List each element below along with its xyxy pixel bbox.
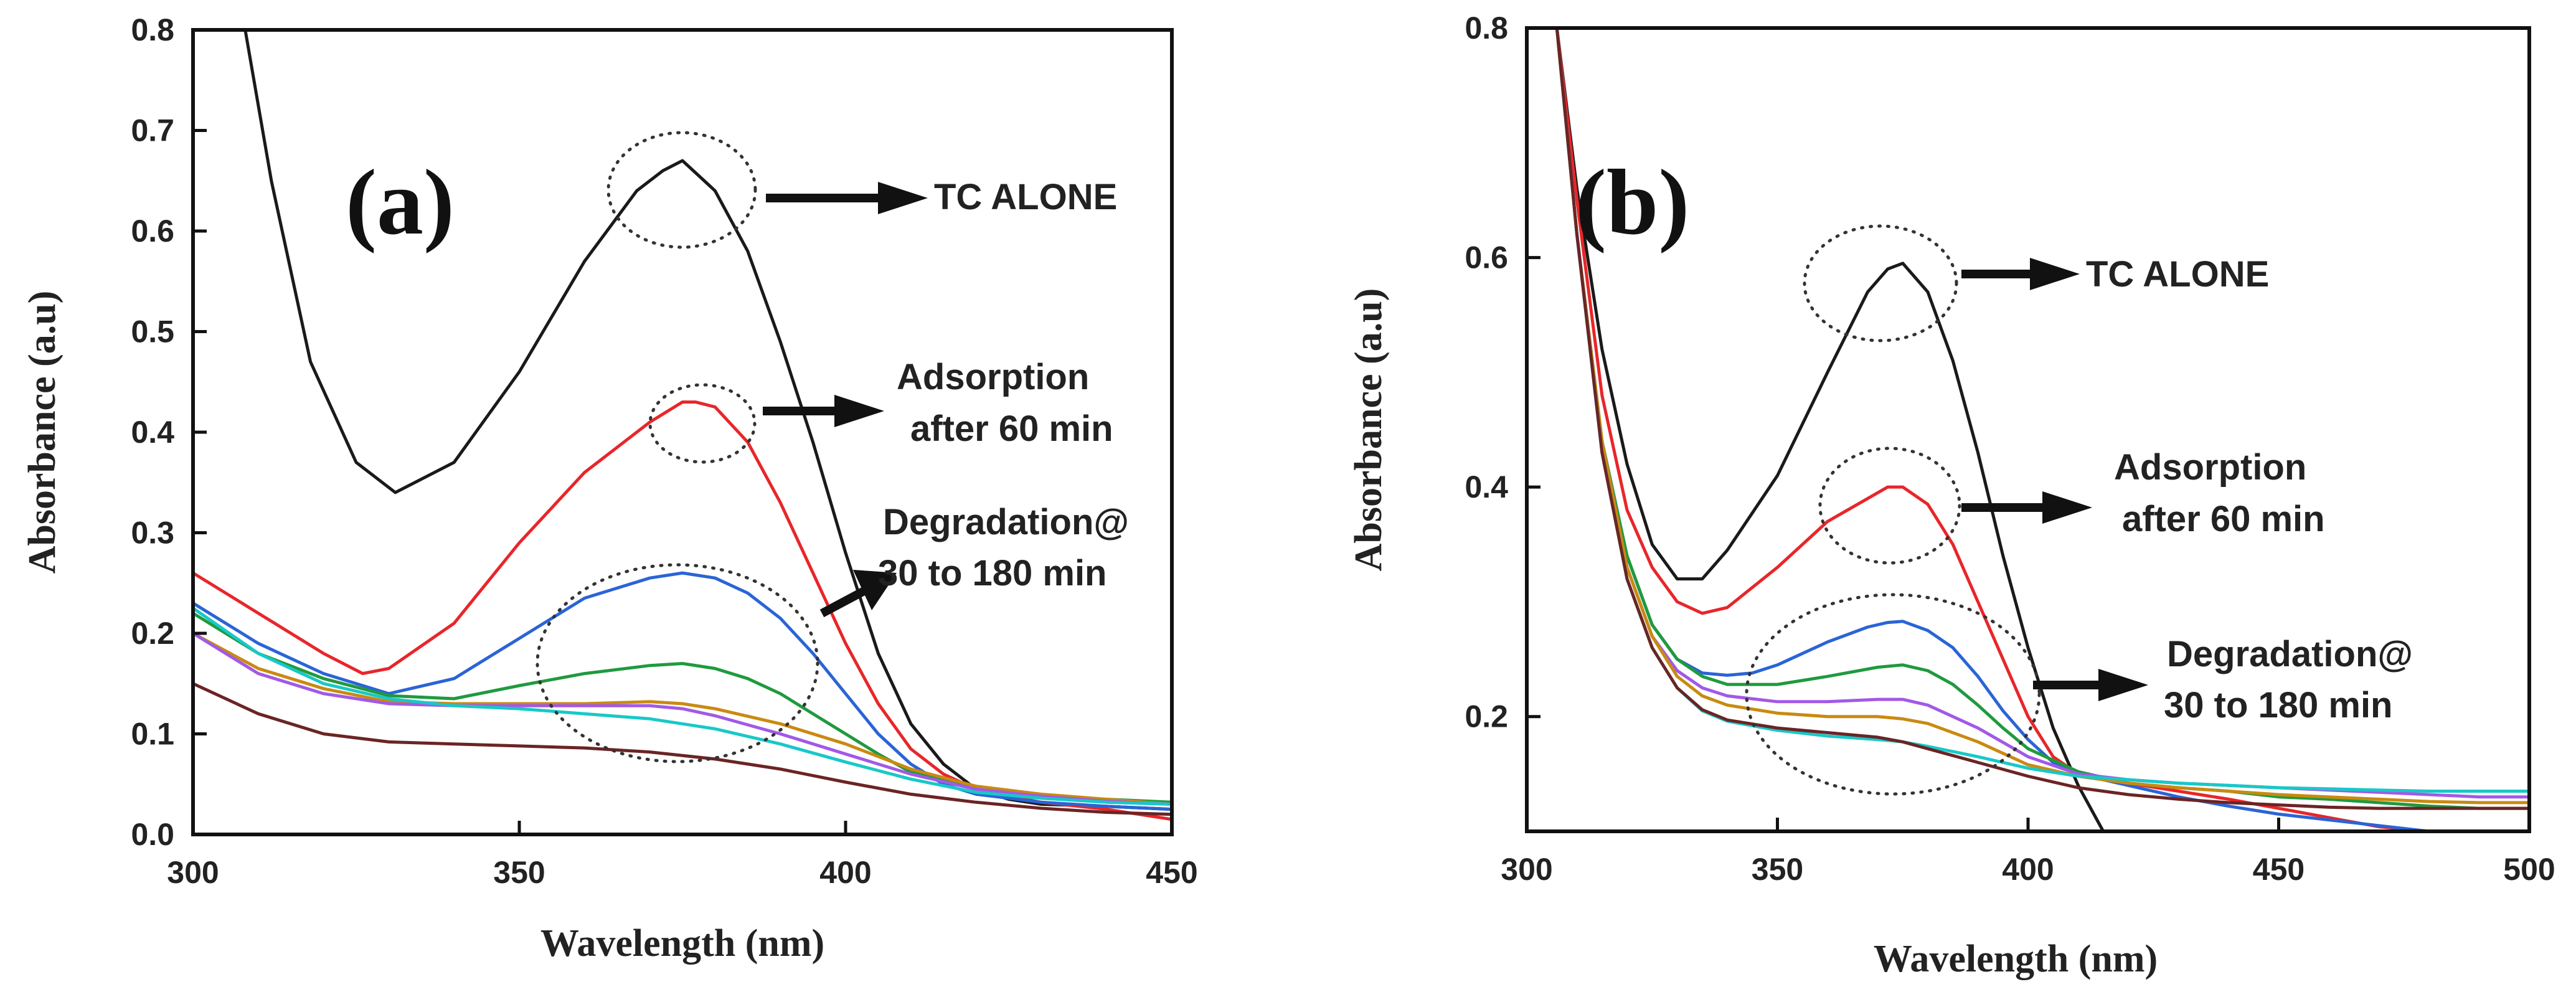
annotation-arrow-degradation-a <box>819 584 871 618</box>
plot-frame-b <box>1525 26 2531 833</box>
annotation-30to180-b: 30 to 180 min <box>2164 685 2392 725</box>
y-tick-label-a: 0.3 <box>131 516 174 550</box>
series-line-a-degradation-120-min <box>193 631 1172 806</box>
x-tick-label-b: 500 <box>2503 852 2555 887</box>
panel-label-a: (a) <box>346 151 455 254</box>
annotation-circle-tc-a <box>606 131 757 249</box>
series-line-b-degradation-180-min <box>1555 28 2529 810</box>
y-tick-label-a: 0.8 <box>131 12 174 47</box>
plot-frame-a <box>191 28 1174 836</box>
x-axis-title-b: Wavelength (nm) <box>1874 938 2158 980</box>
x-tick-label-b: 400 <box>2002 852 2054 887</box>
annotation-after60-b: after 60 min <box>2122 499 2325 539</box>
x-tick-label-b: 450 <box>2253 852 2305 887</box>
y-tick-label-a: 0.4 <box>131 415 174 450</box>
x-tick-label-b: 300 <box>1501 852 1552 887</box>
series-line-a-degradation-150-min <box>193 607 1172 806</box>
annotation-arrowhead-adsorption-b <box>2042 491 2092 524</box>
ticks-group-a: 300 350 400 450 0.0 0.1 0.2 0.3 0.4 0.5 0.6 0.7 0.8 <box>131 12 1197 890</box>
y-axis-title-b: Absorbance (a.u) <box>1347 288 1390 572</box>
series-line-b-tc-alone <box>1555 28 2105 831</box>
x-tick-label-a: 350 <box>493 855 545 890</box>
y-tick-label-a: 0.0 <box>131 817 174 852</box>
annotation-circle-adsorption-a <box>648 383 757 464</box>
x-axis-title-a: Wavelength (nm) <box>540 922 824 965</box>
y-tick-label-b: 0.6 <box>1465 240 1508 275</box>
y-tick-label-b: 0.4 <box>1465 470 1508 504</box>
annotation-circle-degradation-a <box>535 563 819 763</box>
x-tick-label-a: 300 <box>167 855 219 890</box>
series-group-b <box>1555 28 2529 831</box>
annotation-degradation-a: Degradation@ <box>883 502 1129 542</box>
annotation-arrowhead-degradation-b <box>2098 669 2148 701</box>
series-line-a-degradation-90-min <box>193 631 1172 806</box>
y-tick-label-a: 0.1 <box>131 717 174 752</box>
y-tick-label-a: 0.7 <box>131 113 174 148</box>
annotation-adsorption-b: Adsorption <box>2114 447 2306 488</box>
x-tick-label-a: 400 <box>819 855 871 890</box>
annotation-after60-a: after 60 min <box>910 409 1113 449</box>
series-line-b-degradation-120-min <box>1555 28 2529 805</box>
annotation-adsorption-a: Adsorption <box>897 357 1089 397</box>
y-tick-label-a: 0.2 <box>131 616 174 651</box>
series-line-b-degradation-60-min <box>1555 28 2529 810</box>
chart-panel-a: 300 350 400 4500.00.10.20.30.40.50.60.70.8 … <box>21 12 1198 965</box>
x-tick-label-a: 450 <box>1146 855 1197 890</box>
y-tick-label-b: 0.8 <box>1465 11 1508 45</box>
annotation-tc-alone-b: TC ALONE <box>2086 254 2269 295</box>
y-tick-label-b: 0.2 <box>1465 699 1508 734</box>
panel-label-b: (b) <box>1575 151 1689 254</box>
series-line-a-degradation-180-min <box>193 682 1172 816</box>
annotation-circle-tc-b <box>1803 224 1958 342</box>
annotation-arrowhead-tc-b <box>2030 258 2080 290</box>
annotation-arrowhead-adsorption-a <box>834 395 884 427</box>
annotation-arrowhead-degradation-a <box>853 570 897 610</box>
annotation-circle-degradation-b <box>1745 593 2041 796</box>
annotation-arrowhead-tc-a <box>878 182 928 214</box>
ticks-group-b: 300 350 400 450 500 0.2 0.4 0.6 0.8 <box>1465 11 2555 887</box>
series-line-b-adsorption-after-60-min <box>1555 28 2529 831</box>
annotation-circle-adsorption-b <box>1818 446 1961 565</box>
y-axis-title-a: Absorbance (a.u) <box>21 291 64 574</box>
annotation-degradation-b: Degradation@ <box>2167 634 2413 674</box>
y-tick-label-a: 0.6 <box>131 214 174 248</box>
chart-panel-b: 300 350 400 450 500 0.2 0.4 0.6 0.8 (b) Waveleng… <box>1347 11 2555 980</box>
annotations-b: TC ALONE Adsorption after 60 min Degrada… <box>1745 224 2413 796</box>
annotation-tc-alone-a: TC ALONE <box>934 177 1117 217</box>
annotation-30to180-a: 30 to 180 min <box>878 553 1106 593</box>
x-tick-label-b: 350 <box>1752 852 1803 887</box>
series-group-a <box>193 30 1172 821</box>
annotations-a: TC ALONE Adsorption after 60 min Degrada… <box>535 131 1129 763</box>
y-tick-label-a: 0.5 <box>131 314 174 349</box>
